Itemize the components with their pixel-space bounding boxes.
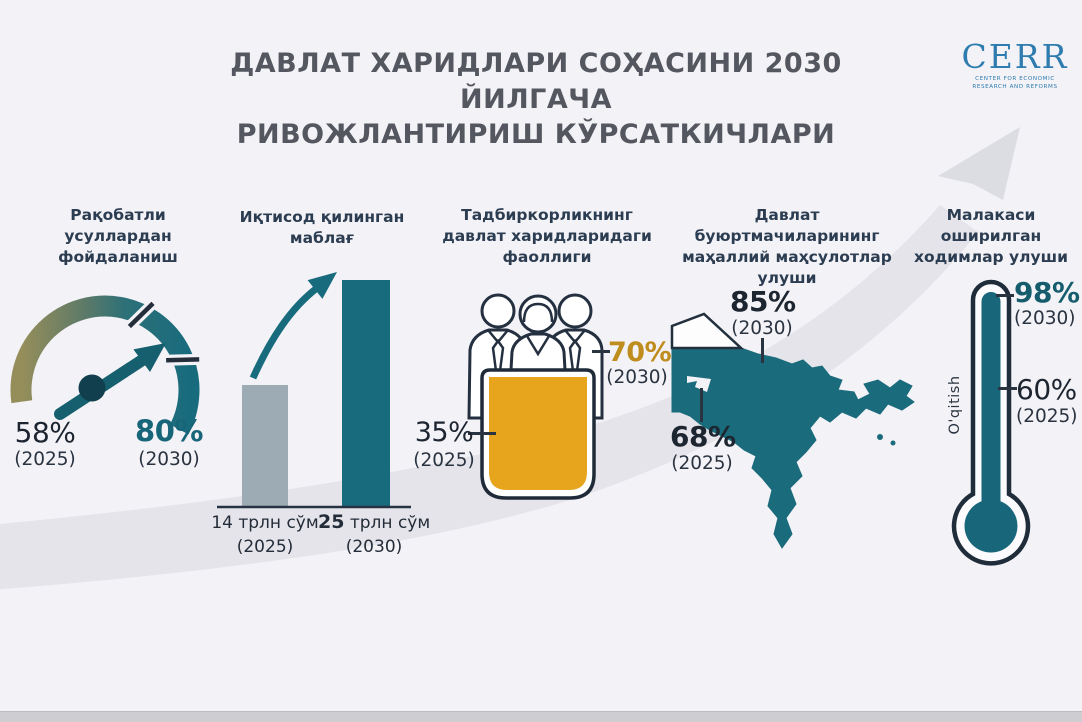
people-vessel-chart	[467, 293, 604, 500]
cerr-logo: CERR CENTER FOR ECONOMIC RESEARCH AND RE…	[955, 37, 1075, 91]
gauge-tick-1	[127, 301, 155, 329]
page-title-line2: РИВОЖЛАНТИРИШ КЎРСАТКИЧЛАРИ	[236, 119, 836, 151]
bar-label-2030: 25 трлн сўм	[318, 511, 430, 533]
page-title-line1: ДАВЛАТ ХАРИДЛАРИ СОҲАСИНИ 2030 ЙИЛГАЧА	[230, 48, 842, 115]
gauge-year-2030: (2030)	[138, 449, 200, 470]
gauge-needle	[54, 343, 166, 420]
section-heading-local-products: Давлат буюртмачиларининг маҳаллий маҳсул…	[682, 206, 892, 287]
leader-line-35	[468, 432, 496, 435]
leader-line-98	[996, 294, 1014, 297]
thermometer-axis-label: O'qitish	[947, 375, 963, 435]
map-unfilled-region	[670, 312, 745, 350]
leader-line-68	[700, 388, 703, 422]
gauge-value-2030: 80%	[135, 414, 203, 448]
people-value-2025: 35%	[414, 417, 474, 448]
bar-growth-arrow-icon	[249, 272, 337, 380]
thermometer-bulb	[964, 499, 1018, 553]
map-islet-1	[877, 434, 883, 440]
map-value-2030: 85%	[730, 285, 796, 318]
uzbekistan-map	[670, 312, 915, 549]
thermometer-value-2030: 98%	[1014, 276, 1080, 309]
bar-2030	[342, 280, 390, 506]
vessel-fill	[489, 377, 587, 490]
map-islet-2	[890, 440, 896, 446]
section-heading-saved-funds: Иқтисод қилинган маблағ	[239, 208, 405, 247]
gauge-chart	[10, 295, 200, 435]
map-value-2025: 68%	[670, 420, 736, 453]
bar-year-2025: (2025)	[236, 537, 294, 557]
thermometer-value-2025: 60%	[1016, 373, 1077, 406]
gauge-needle-hub	[78, 374, 106, 402]
map-year-2030: (2030)	[731, 318, 793, 339]
bar-2025	[242, 385, 288, 506]
people-year-2025: (2025)	[413, 450, 475, 471]
gauge-year-2025: (2025)	[14, 449, 76, 470]
cerr-logo-wordmark: CERR	[961, 37, 1069, 76]
thermometer-year-2030: (2030)	[1014, 308, 1076, 329]
bar-chart	[217, 272, 411, 509]
section-heading-trained-staff: Малакаси оширилган ходимлар улуши	[914, 206, 1068, 266]
gauge-arc	[10, 295, 200, 435]
uzbekistan-map-shape	[671, 347, 915, 549]
page-title: ДАВЛАТ ХАРИДЛАРИ СОҲАСИНИ 2030 ЙИЛГАЧА Р…	[178, 46, 894, 153]
thermometer-mercury	[981, 292, 1001, 507]
gauge-value-2025: 58%	[14, 416, 76, 449]
photo-bottom-edge	[0, 711, 1082, 722]
bar-value-2030: 25	[318, 511, 345, 533]
people-year-2030: (2030)	[606, 367, 668, 388]
growth-arrowhead-icon	[938, 127, 1020, 200]
gauge-tick-2	[166, 357, 200, 363]
cerr-logo-subtitle: CENTER FOR ECONOMIC RESEARCH AND REFORMS	[972, 75, 1058, 91]
bar-year-2030: (2030)	[345, 537, 403, 557]
bar-value-2025: 14	[211, 513, 233, 533]
thermometer-year-2025: (2025)	[1016, 406, 1078, 427]
leader-line-70	[592, 350, 610, 353]
bar-label-2025: 14 трлн сўм	[210, 513, 320, 533]
map-lake-notch	[687, 376, 711, 392]
leader-line-85	[761, 338, 764, 363]
section-heading-competitive-methods: Рақобатли усуллардан фойдаланиш	[58, 206, 178, 266]
thermometer-icon	[951, 279, 1031, 566]
leader-line-60	[998, 387, 1017, 390]
bar-unit-2025: трлн сўм	[238, 513, 319, 533]
map-year-2025: (2025)	[671, 453, 733, 474]
people-value-2030: 70%	[608, 337, 672, 368]
section-heading-business-activity: Тадбиркорликнинг давлат харидларидаги фа…	[442, 206, 652, 266]
bar-unit-2030: трлн сўм	[349, 513, 431, 533]
